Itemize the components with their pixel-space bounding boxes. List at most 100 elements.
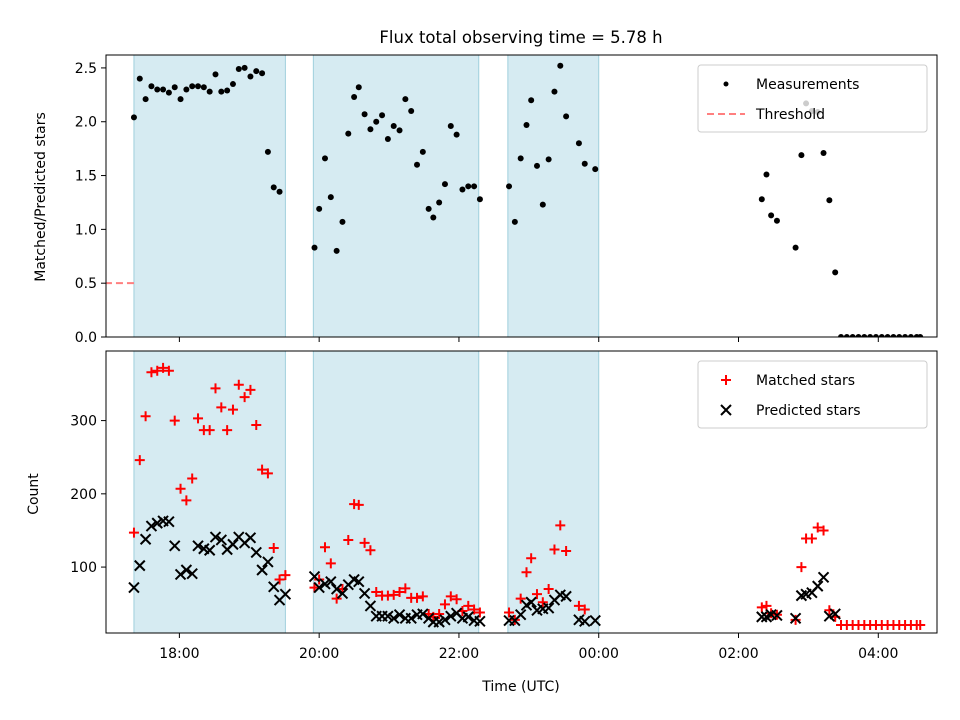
data-point bbox=[181, 495, 192, 506]
data-point bbox=[165, 89, 172, 96]
data-point bbox=[244, 532, 257, 544]
data-point bbox=[163, 365, 174, 376]
data-point bbox=[758, 196, 765, 203]
data-point bbox=[907, 334, 914, 337]
legend-box bbox=[697, 64, 928, 133]
bottom-ylabel: Count bbox=[26, 473, 42, 515]
data-point bbox=[274, 574, 285, 585]
legend-marker bbox=[721, 375, 731, 385]
data-point bbox=[471, 183, 478, 190]
data-point bbox=[314, 574, 325, 585]
data-point bbox=[890, 334, 897, 337]
data-point bbox=[812, 580, 824, 592]
y-tick-label: 1.0 bbox=[75, 222, 97, 238]
data-point bbox=[451, 594, 462, 605]
data-point bbox=[773, 217, 780, 224]
data-point bbox=[533, 162, 540, 169]
legend-marker bbox=[723, 81, 729, 87]
y-tick-label: 1.5 bbox=[75, 169, 97, 185]
data-point bbox=[218, 88, 225, 95]
data-point bbox=[142, 96, 149, 103]
data-point bbox=[812, 522, 823, 533]
data-point bbox=[364, 600, 377, 612]
x-tick-label: 00:00 bbox=[579, 646, 619, 662]
data-point bbox=[474, 607, 485, 618]
data-point bbox=[771, 609, 783, 622]
data-point bbox=[469, 604, 480, 615]
data-point bbox=[408, 107, 415, 114]
data-point bbox=[412, 592, 423, 603]
data-point bbox=[417, 608, 429, 620]
data-point bbox=[343, 534, 354, 545]
data-point bbox=[257, 464, 268, 475]
data-point bbox=[462, 611, 474, 623]
data-point bbox=[506, 183, 513, 190]
data-point bbox=[336, 587, 349, 600]
data-point bbox=[316, 205, 323, 212]
data-point bbox=[463, 600, 474, 611]
data-point bbox=[761, 600, 772, 611]
series-measurements bbox=[130, 62, 924, 337]
data-point bbox=[192, 540, 204, 552]
legend: Measurements Threshold bbox=[697, 64, 928, 133]
data-point bbox=[917, 334, 924, 337]
data-point bbox=[798, 152, 805, 159]
data-point bbox=[327, 194, 334, 201]
data-point bbox=[139, 533, 152, 545]
data-point bbox=[212, 71, 219, 78]
data-point bbox=[224, 87, 231, 94]
data-point bbox=[400, 583, 411, 594]
data-point bbox=[826, 197, 833, 204]
y-tick-label: 200 bbox=[70, 487, 97, 503]
data-point bbox=[820, 149, 827, 156]
data-point bbox=[832, 269, 839, 276]
data-point bbox=[861, 334, 868, 337]
data-point bbox=[264, 148, 271, 155]
data-point bbox=[573, 600, 584, 611]
data-point bbox=[545, 156, 552, 163]
x-tick-label: 02:00 bbox=[718, 646, 758, 662]
data-point bbox=[806, 533, 817, 544]
data-point bbox=[539, 201, 546, 208]
data-point bbox=[430, 214, 437, 221]
data-point bbox=[130, 114, 137, 121]
data-point bbox=[279, 588, 292, 600]
data-point bbox=[459, 186, 466, 193]
data-point bbox=[523, 121, 530, 128]
data-point bbox=[575, 140, 582, 147]
data-point bbox=[270, 184, 277, 191]
chart-title: Flux total observing time = 5.78 h bbox=[379, 28, 662, 47]
data-point bbox=[140, 411, 151, 422]
y-tick-label: 0.0 bbox=[75, 330, 97, 346]
data-point bbox=[280, 570, 291, 581]
legend-marker bbox=[720, 404, 732, 416]
data-point bbox=[445, 610, 457, 622]
data-point bbox=[579, 615, 591, 627]
y-tick-label: 0.5 bbox=[75, 276, 97, 292]
data-point bbox=[235, 65, 242, 72]
data-point bbox=[367, 126, 374, 133]
data-point bbox=[145, 520, 158, 532]
data-point bbox=[171, 84, 178, 91]
data-point bbox=[311, 244, 318, 251]
data-point bbox=[589, 614, 601, 627]
data-point bbox=[313, 581, 325, 594]
data-point bbox=[763, 171, 770, 178]
data-point bbox=[253, 68, 260, 75]
data-point bbox=[531, 589, 542, 600]
data-point bbox=[136, 75, 143, 82]
data-point bbox=[768, 212, 775, 219]
data-point bbox=[358, 587, 371, 600]
data-point bbox=[551, 88, 558, 95]
data-point bbox=[476, 196, 483, 203]
data-point bbox=[227, 538, 239, 551]
data-point bbox=[146, 367, 157, 378]
data-point bbox=[402, 96, 409, 103]
data-point bbox=[756, 602, 767, 613]
data-point bbox=[373, 118, 380, 125]
data-point bbox=[128, 581, 140, 594]
axes-frame bbox=[105, 350, 938, 634]
data-point bbox=[557, 62, 564, 69]
data-point bbox=[233, 379, 244, 390]
top-ylabel: Matched/Predicted stars bbox=[33, 112, 49, 282]
